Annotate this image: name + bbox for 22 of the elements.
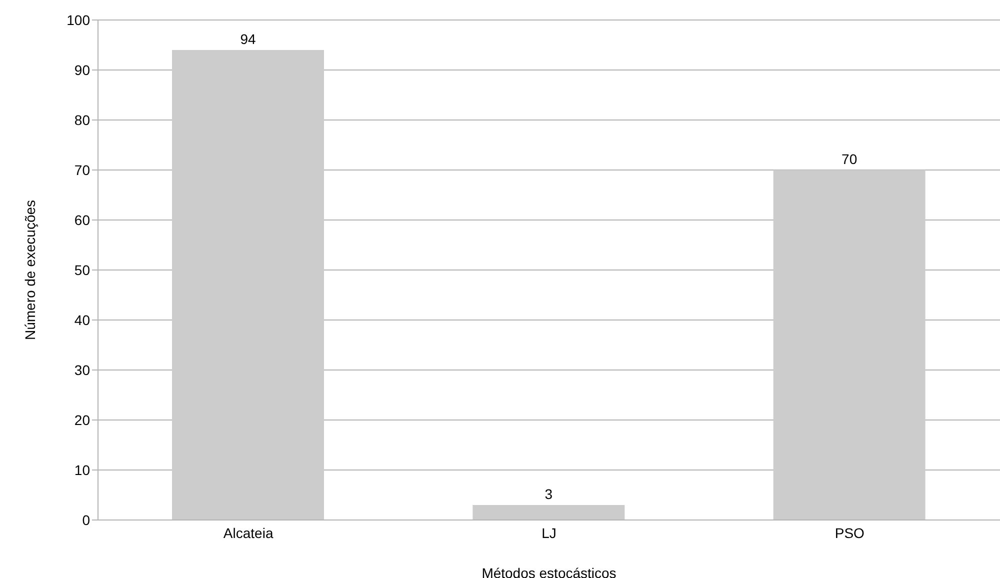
data-label: 3 [544, 486, 553, 502]
y-tick-label: 70 [74, 162, 90, 178]
data-label: 94 [240, 31, 256, 47]
x-tick-label: PSO [834, 524, 865, 541]
x-tick-label: LJ [542, 524, 556, 541]
y-axis-title: Número de execuções [22, 200, 38, 340]
y-tick-label: 30 [74, 362, 90, 378]
y-tick-label: 80 [74, 112, 90, 128]
x-axis-title: Métodos estocásticos [482, 565, 616, 578]
y-tick-label: 50 [74, 262, 90, 278]
y-tick-label: 0 [82, 512, 90, 528]
y-tick-label: 20 [74, 412, 90, 428]
data-label: 70 [842, 151, 858, 167]
y-tick-label: 100 [66, 12, 90, 28]
y-tick-label: 10 [74, 462, 90, 478]
bar [472, 505, 625, 520]
y-tick-label: 60 [74, 212, 90, 228]
x-tick-label: Alcateia [223, 524, 274, 541]
y-tick-label: 90 [74, 62, 90, 78]
y-tick-label: 40 [74, 312, 90, 328]
bar [172, 50, 324, 520]
bar [773, 170, 926, 520]
